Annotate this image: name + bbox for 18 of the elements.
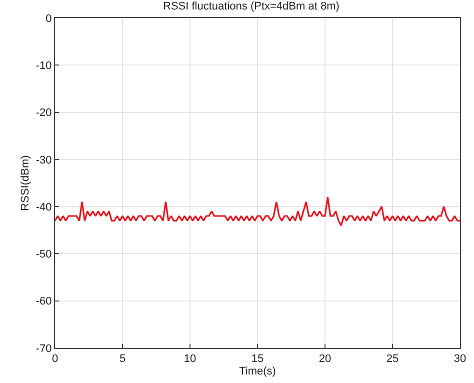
y-axis-title: RSSI(dBm) <box>20 155 32 211</box>
chart-title: RSSI fluctuations (Ptx=4dBm at 8m) <box>163 0 340 13</box>
y-tick-label: 0 <box>46 12 52 25</box>
x-axis-title: Time(s) <box>239 365 276 378</box>
y-tick-label: -60 <box>36 296 52 308</box>
line-series <box>55 196 460 226</box>
x-tick-label: 20 <box>318 353 332 366</box>
y-tick-label: -50 <box>36 248 52 261</box>
y-tick-label: -40 <box>36 201 52 214</box>
x-tick-label: 30 <box>454 353 466 366</box>
y-tick-label: -20 <box>36 107 52 120</box>
x-tick-label: 10 <box>184 353 196 366</box>
x-tick-label: 15 <box>251 353 264 366</box>
x-tick-label: 5 <box>119 353 126 366</box>
x-tick-label: 25 <box>386 353 399 366</box>
y-tick-label: -70 <box>36 342 52 355</box>
y-tick-label: -30 <box>36 154 52 166</box>
y-tick-label: -10 <box>36 60 52 72</box>
